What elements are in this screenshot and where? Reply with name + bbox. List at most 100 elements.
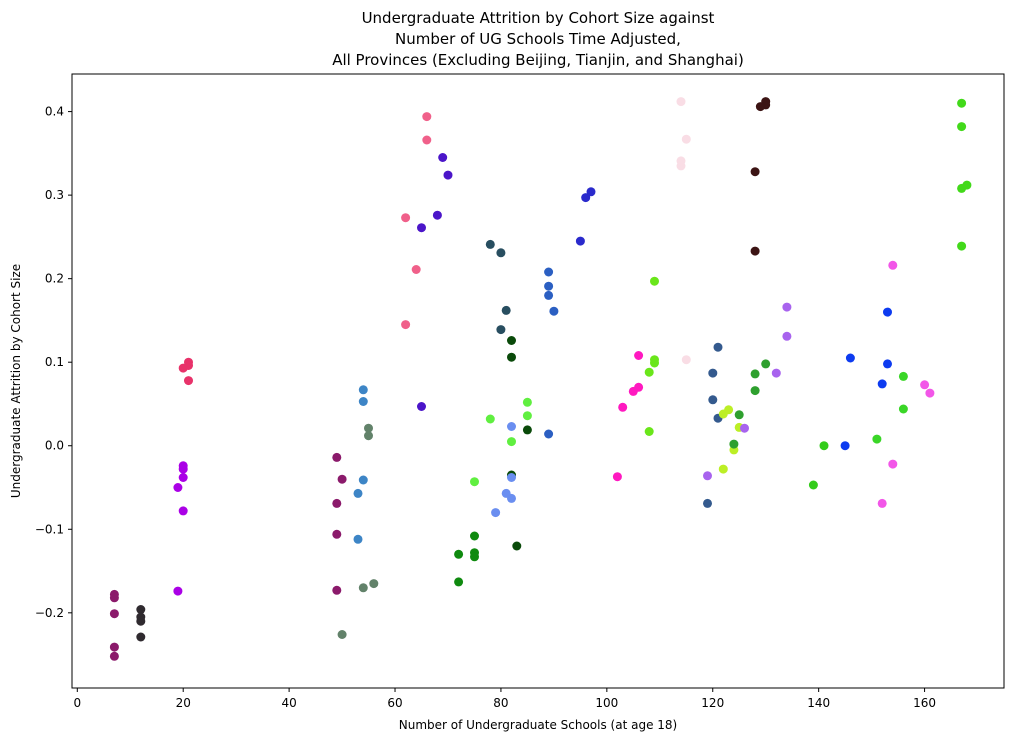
data-point-s7-2 xyxy=(401,213,411,223)
data-point-s15-0 xyxy=(470,531,479,541)
data-point-s13-1 xyxy=(522,411,532,421)
y-tick-label: 0.4 xyxy=(45,105,64,119)
data-point-s0-2 xyxy=(109,609,119,619)
data-point-s0-1 xyxy=(109,593,119,603)
data-point-s26-2 xyxy=(872,434,882,444)
data-point-s19-4 xyxy=(750,246,760,256)
x-tick-label: 140 xyxy=(807,696,830,710)
data-point-s4-1 xyxy=(337,474,347,484)
data-point-s16-4 xyxy=(612,472,622,482)
data-point-s14-4 xyxy=(491,508,501,518)
data-point-s16-0 xyxy=(634,351,644,360)
data-point-s7-4 xyxy=(401,320,411,330)
y-tick-label: 0.2 xyxy=(45,272,64,286)
data-point-s27-3 xyxy=(888,459,898,469)
data-point-s28-3 xyxy=(957,183,967,193)
data-point-s9-0 xyxy=(485,239,495,249)
y-axis-ticks: −0.2 −0.1 0.0 0.1 0.2 0.3 0.4 xyxy=(35,105,72,620)
data-point-s27-2 xyxy=(925,388,935,398)
data-point-s22-1 xyxy=(750,369,760,379)
data-point-s15-1 xyxy=(454,549,464,559)
data-point-s28-1 xyxy=(957,122,967,132)
data-points xyxy=(109,97,972,661)
data-point-s17-0 xyxy=(650,276,659,286)
data-point-s25-0 xyxy=(883,307,892,317)
data-point-s17-3 xyxy=(644,367,654,377)
data-point-s13-0 xyxy=(522,397,532,407)
x-tick-label: 20 xyxy=(176,696,191,710)
chart-title-line-1: Undergraduate Attrition by Cohort Size a… xyxy=(362,9,715,27)
data-point-s13-3 xyxy=(485,414,495,424)
x-tick-label: 80 xyxy=(493,696,508,710)
data-point-s14-0 xyxy=(507,422,516,431)
data-point-s17-4 xyxy=(644,427,654,436)
y-tick-label: −0.2 xyxy=(35,606,64,620)
x-tick-label: 160 xyxy=(913,696,936,710)
data-point-s18-3 xyxy=(676,161,686,171)
data-point-s22-0 xyxy=(761,359,771,369)
y-tick-label: 0.1 xyxy=(45,355,64,369)
data-point-s8-1 xyxy=(443,170,453,180)
data-point-s27-4 xyxy=(877,498,887,508)
data-point-s1-3 xyxy=(136,632,146,642)
data-point-s7-1 xyxy=(422,135,432,145)
data-point-s22-4 xyxy=(729,439,739,449)
x-tick-label: 0 xyxy=(73,696,81,710)
data-point-s2-5 xyxy=(178,506,188,516)
data-point-s1-0 xyxy=(136,605,146,614)
data-point-s4-2 xyxy=(332,498,342,508)
data-point-s10-0 xyxy=(544,267,554,277)
data-point-s20-4 xyxy=(703,498,712,508)
data-point-s24-0 xyxy=(819,441,829,451)
data-point-s20-2 xyxy=(708,395,718,405)
data-point-s27-1 xyxy=(920,380,930,390)
x-tick-label: 100 xyxy=(595,696,618,710)
data-point-s10-1 xyxy=(544,281,554,291)
data-point-s11-1 xyxy=(581,193,591,203)
data-point-s12-0 xyxy=(507,336,516,345)
data-point-s5-2 xyxy=(358,475,368,485)
data-point-s8-0 xyxy=(438,153,448,162)
data-point-s24-1 xyxy=(808,480,818,490)
x-axis-ticks: 0 20 40 60 80 100 120 140 160 xyxy=(73,688,936,710)
data-point-s8-3 xyxy=(417,223,426,233)
data-point-s23-2 xyxy=(771,368,781,378)
data-point-s28-4 xyxy=(957,241,967,251)
data-point-s3-2 xyxy=(184,361,193,370)
data-point-s23-1 xyxy=(782,331,792,341)
data-point-s14-1 xyxy=(507,473,516,482)
data-point-s22-2 xyxy=(750,386,760,396)
plot-area-frame xyxy=(71,73,1005,689)
data-point-s20-0 xyxy=(713,342,723,352)
data-point-s8-4 xyxy=(417,402,426,411)
data-point-s15-3 xyxy=(470,552,479,562)
data-point-s23-3 xyxy=(740,423,749,433)
data-point-s12-2 xyxy=(522,425,532,435)
data-point-s8-2 xyxy=(432,210,442,220)
data-point-s7-0 xyxy=(422,112,432,122)
data-point-s23-4 xyxy=(703,471,712,481)
data-point-s28-0 xyxy=(957,98,967,108)
data-point-s6-1 xyxy=(364,431,373,441)
data-point-s2-0 xyxy=(173,586,183,596)
data-point-s18-0 xyxy=(676,97,686,107)
data-point-s25-2 xyxy=(883,359,892,369)
data-point-s9-3 xyxy=(496,325,506,335)
data-point-s11-0 xyxy=(586,187,596,197)
y-tick-label: −0.1 xyxy=(35,522,64,536)
x-tick-label: 120 xyxy=(701,696,724,710)
data-point-s25-1 xyxy=(845,353,855,363)
data-point-s3-3 xyxy=(184,376,193,386)
data-point-s10-2 xyxy=(544,290,554,300)
data-point-s15-4 xyxy=(454,577,464,587)
data-point-s7-3 xyxy=(411,265,421,274)
data-point-s19-2 xyxy=(755,102,765,112)
data-point-s12-1 xyxy=(507,352,516,362)
data-point-s21-4 xyxy=(718,464,728,474)
data-point-s10-3 xyxy=(549,306,559,316)
x-tick-label: 40 xyxy=(281,696,296,710)
data-point-s4-3 xyxy=(332,529,342,539)
y-tick-label: 0.0 xyxy=(45,439,64,453)
